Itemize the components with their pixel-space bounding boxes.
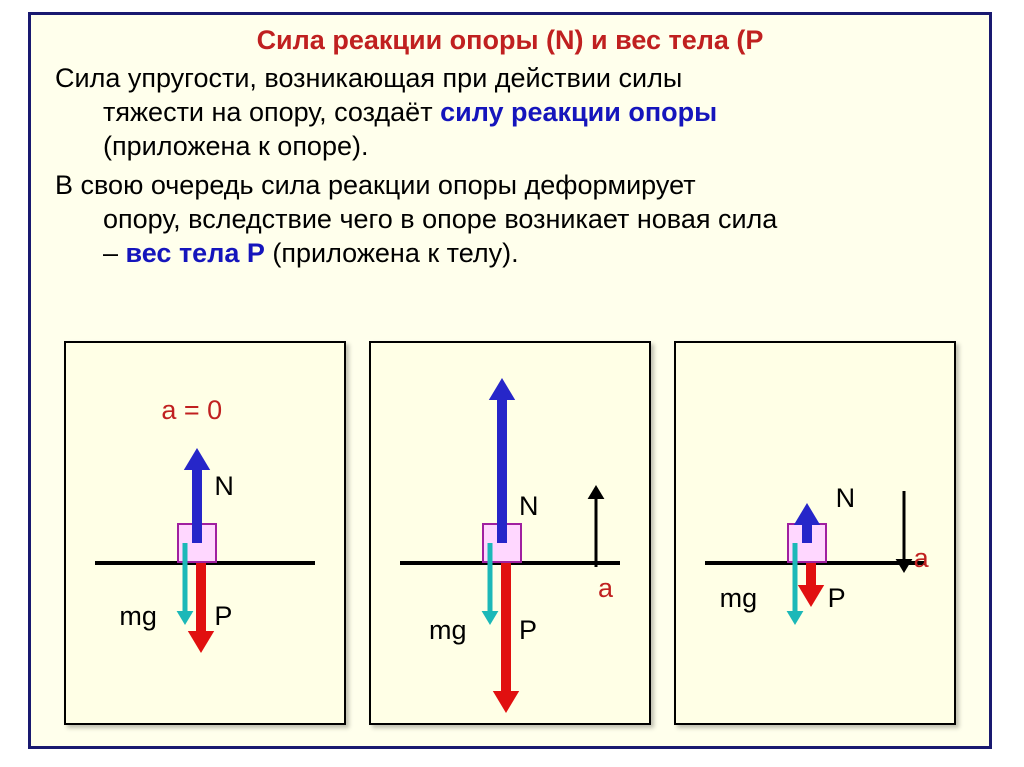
p1-line1: Сила упругости, возникающая при действии… bbox=[55, 63, 682, 93]
acceleration-arrow bbox=[371, 343, 671, 743]
p2-line3-pref: – bbox=[103, 238, 126, 268]
panel-2: a Nmg P bbox=[369, 341, 651, 725]
p2-line3-suf: (приложена к телу). bbox=[272, 238, 518, 268]
acceleration-label: a bbox=[598, 573, 613, 604]
p1-line3: (приложена к опоре). bbox=[55, 130, 965, 164]
title-text: Сила реакции опоры (N) и вес тела (P bbox=[257, 25, 764, 55]
p2-line3-blue: вес тела Р bbox=[126, 238, 273, 268]
normal-force-label: N bbox=[836, 483, 856, 514]
panel-1: a = 0 Nmg P bbox=[64, 341, 346, 725]
normal-force-label: N bbox=[214, 471, 234, 502]
weight-label: P bbox=[828, 583, 846, 614]
weight-label: P bbox=[214, 601, 232, 632]
p1-line2a: тяжести на опору, создаёт bbox=[103, 97, 440, 127]
acceleration-arrow bbox=[676, 343, 976, 743]
slide-title: Сила реакции опоры (N) и вес тела (P bbox=[31, 15, 989, 56]
acceleration-label: a = 0 bbox=[161, 395, 222, 426]
gravity-label: mg bbox=[720, 583, 758, 614]
p2-line3: – вес тела Р (приложена к телу). bbox=[55, 237, 965, 271]
acceleration-label: a bbox=[914, 543, 929, 574]
gravity-label: mg bbox=[119, 601, 157, 632]
paragraph-1: Сила упругости, возникающая при действии… bbox=[31, 56, 989, 163]
p1-line2: тяжести на опору, создаёт силу реакции о… bbox=[55, 96, 965, 130]
normal-force-label: N bbox=[519, 491, 539, 522]
paragraph-2: В свою очередь сила реакции опоры деформ… bbox=[31, 163, 989, 270]
gravity-label: mg bbox=[429, 615, 467, 646]
p2-line2: опору, вследствие чего в опоре возникает… bbox=[55, 203, 965, 237]
panel-3: a Nmg P bbox=[674, 341, 956, 725]
p1-line2b: силу реакции опоры bbox=[440, 97, 717, 127]
diagram-row: a = 0 Nmg P a Nmg P a Nmg P bbox=[31, 341, 989, 725]
weight-label: P bbox=[519, 615, 537, 646]
p2-line1: В свою очередь сила реакции опоры деформ… bbox=[55, 170, 696, 200]
slide-frame: Сила реакции опоры (N) и вес тела (P Сил… bbox=[28, 12, 992, 749]
